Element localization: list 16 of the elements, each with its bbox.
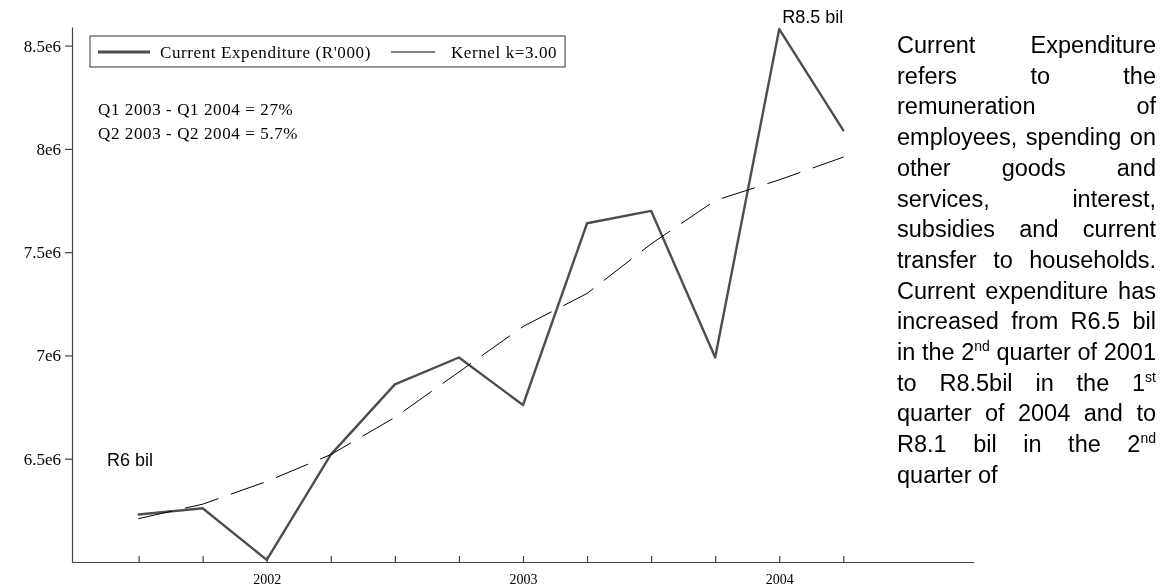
x-tick-label: 2004 — [765, 572, 794, 584]
legend-label: Kernel k=3.00 — [450, 43, 558, 62]
line-series — [138, 156, 844, 520]
annotation: Q1 2003 - Q1 2004 = 27% — [98, 100, 294, 119]
annotation: R6 bil — [107, 450, 154, 470]
x-tick-label: 2003 — [509, 572, 538, 584]
annotation: Q2 2003 - Q2 2004 = 5.7% — [98, 124, 299, 143]
annotation: R8.5 bil — [782, 7, 844, 28]
legend-label: Current Expenditure (R'000) — [160, 43, 371, 62]
y-tick-label: 7e6 — [36, 346, 61, 366]
y-tick-label: 6.5e6 — [23, 449, 61, 469]
y-tick-label: 8e6 — [36, 139, 61, 159]
y-tick-label: 8.5e6 — [23, 36, 61, 56]
x-tick-label: 2002 — [253, 572, 282, 584]
y-tick-label: 7.5e6 — [23, 243, 61, 263]
text: Current Expenditure refers to the remuneration of employees, spending on other goods and services, interest, subsidies and current transfer to households. Current expenditure has increased from R6.5 bil in the 2$^{nd}$ quarter of 2001 to R8.5bil in the 1$^{st}$ quarter of 2004 and to R8.1 bil in the 2$^{nd}$ quarter of — [897, 32, 1156, 488]
